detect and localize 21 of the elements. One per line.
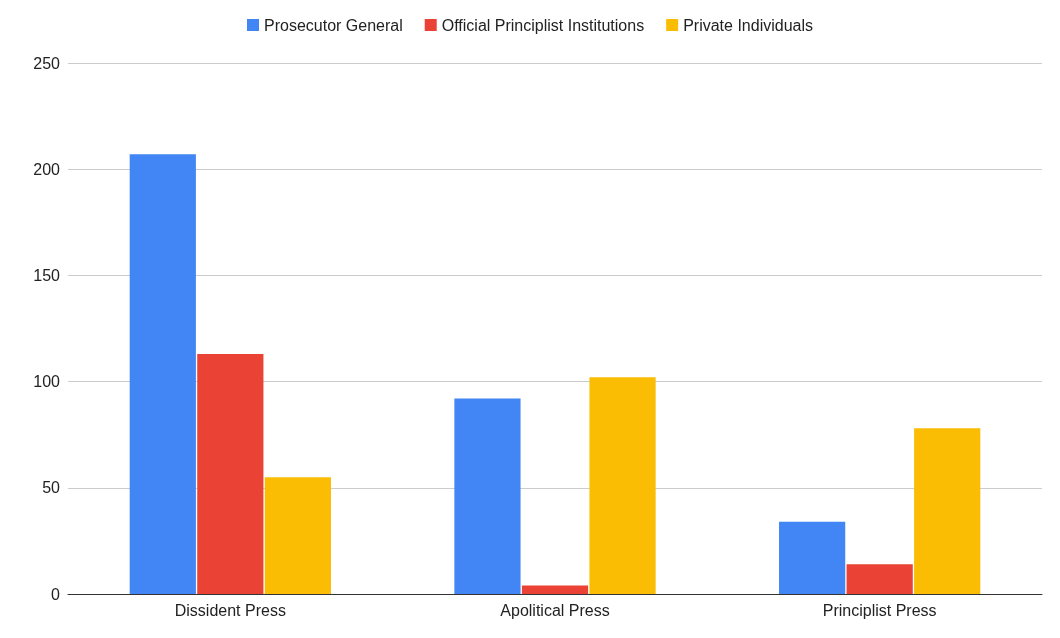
bar: [846, 564, 913, 594]
legend-label: Official Principlist Institutions: [441, 16, 645, 34]
bar: [454, 398, 521, 594]
x-tick-label: Principlist Press: [822, 601, 937, 619]
legend-label: Prosecutor General: [263, 16, 403, 34]
legend-label: Private Individuals: [683, 16, 814, 34]
bar: [521, 585, 589, 594]
y-tick-label: 100: [33, 373, 61, 391]
y-tick-label: 50: [42, 479, 61, 497]
x-tick-label: Apolitical Press: [500, 601, 610, 619]
bar: [129, 154, 196, 594]
x-tick-label: Dissident Press: [174, 601, 286, 619]
bar: [589, 377, 656, 594]
bar: [779, 521, 846, 594]
bar: [197, 353, 264, 594]
bar: [264, 477, 331, 594]
y-tick-label: 250: [33, 54, 61, 72]
bar: [914, 428, 981, 594]
y-tick-label: 0: [51, 585, 61, 603]
y-tick-label: 150: [33, 266, 61, 284]
y-tick-label: 200: [33, 160, 61, 178]
